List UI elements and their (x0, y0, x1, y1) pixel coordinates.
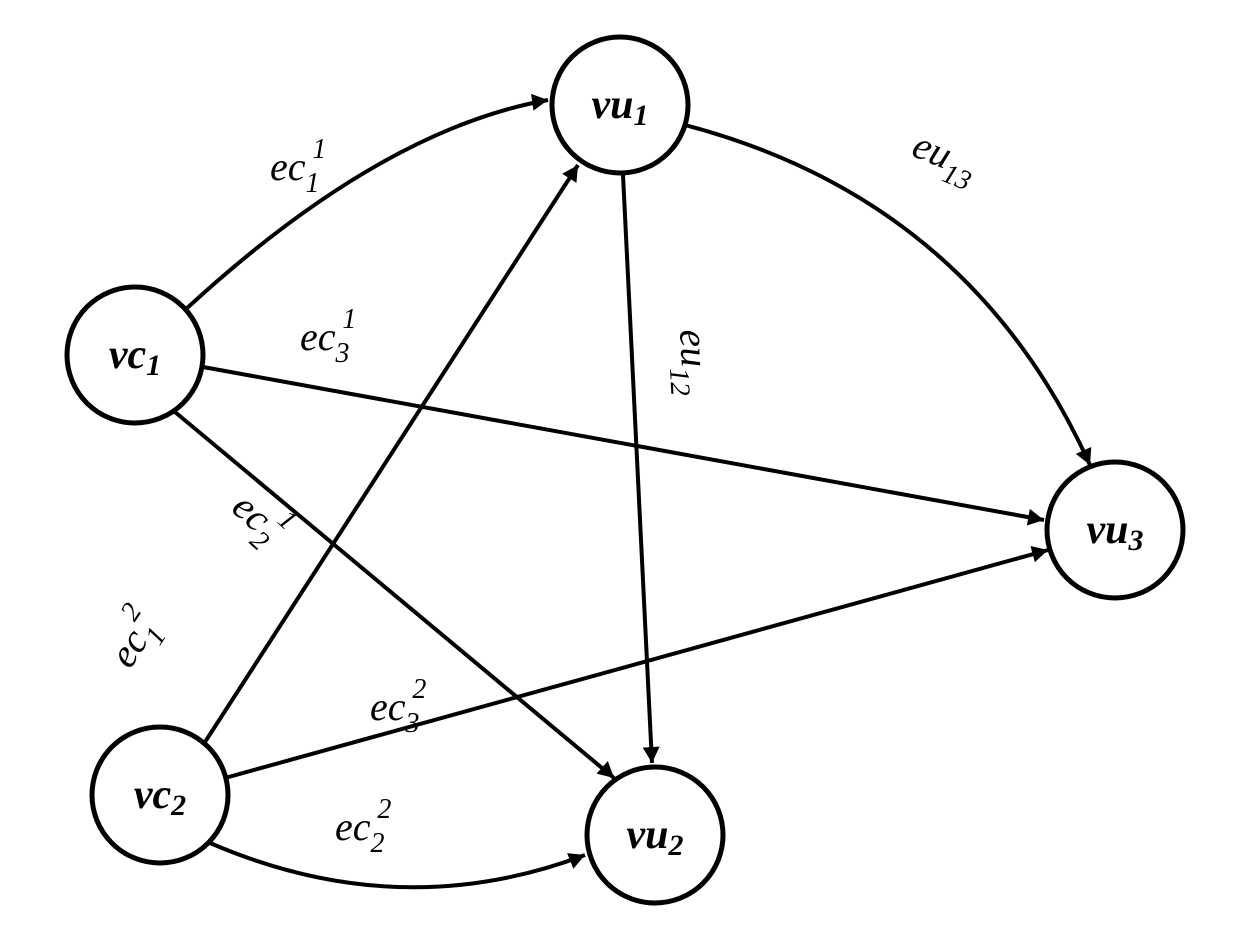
edge-label: eu13 (903, 122, 985, 198)
edge-ec1_1 (185, 100, 548, 310)
edge-label: ec12 (91, 598, 176, 681)
edge-ec1_2 (205, 165, 578, 742)
edge-ec3_2 (225, 550, 1048, 778)
edge-label: ec21 (217, 476, 302, 562)
edge-label: ec11 (270, 134, 326, 199)
svg-text:1: 1 (342, 304, 356, 335)
edge-label: ec22 (335, 794, 391, 859)
edge-label: ec31 (300, 304, 356, 369)
edge-label: eu12 (661, 328, 719, 397)
edge-eu12 (623, 175, 652, 763)
svg-text:eu12: eu12 (661, 328, 719, 397)
edge-ec2_2 (210, 843, 585, 887)
arrowhead (643, 747, 660, 763)
arrowhead (1027, 509, 1044, 526)
svg-text:2: 2 (377, 794, 391, 825)
svg-text:2: 2 (412, 674, 426, 705)
arrowhead (1030, 546, 1048, 562)
svg-text:1: 1 (312, 134, 326, 165)
network-diagram: ec11ec31ec21ec12ec32ec22eu12eu13vc1vc2vu… (0, 0, 1239, 938)
edge-eu13 (685, 125, 1090, 465)
svg-text:eu13: eu13 (903, 122, 985, 198)
edge-ec3_1 (203, 367, 1044, 520)
